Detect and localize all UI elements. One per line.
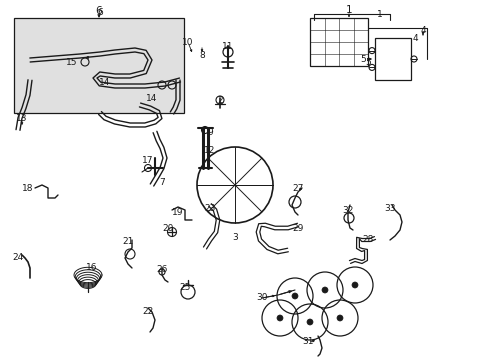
Text: 17: 17 [142, 156, 153, 165]
Text: 20: 20 [162, 224, 173, 233]
Circle shape [351, 282, 357, 288]
Text: 7: 7 [159, 177, 164, 186]
Bar [309, 18, 367, 66]
Circle shape [276, 315, 283, 321]
Bar [374, 38, 410, 80]
Text: 30: 30 [256, 293, 267, 302]
Text: 3: 3 [232, 234, 237, 243]
Text: 4: 4 [411, 33, 417, 42]
Text: 2: 2 [217, 95, 223, 104]
Text: 28: 28 [362, 235, 373, 244]
Text: 22: 22 [142, 307, 153, 316]
Text: 9: 9 [207, 127, 212, 136]
Bar [14, 18, 183, 113]
Circle shape [291, 293, 297, 299]
Circle shape [336, 315, 342, 321]
Circle shape [321, 287, 327, 293]
Text: 6: 6 [97, 8, 102, 17]
Text: 23: 23 [204, 203, 215, 212]
Text: 24: 24 [12, 253, 23, 262]
Text: 15: 15 [66, 58, 78, 67]
Text: 12: 12 [204, 145, 215, 154]
Text: 13: 13 [16, 113, 28, 122]
Text: 10: 10 [182, 37, 193, 46]
Text: 33: 33 [384, 203, 395, 212]
Text: 27: 27 [292, 184, 303, 193]
Text: 21: 21 [122, 238, 133, 247]
Text: 11: 11 [222, 41, 233, 50]
Text: 32: 32 [342, 206, 353, 215]
Text: 29: 29 [292, 224, 303, 233]
Text: 14: 14 [99, 77, 110, 86]
Text: 18: 18 [22, 184, 34, 193]
Text: 16: 16 [86, 264, 98, 273]
Text: 6: 6 [96, 6, 102, 16]
Text: 19: 19 [172, 207, 183, 216]
Text: 14: 14 [146, 94, 157, 103]
Text: 31: 31 [302, 338, 313, 346]
Text: 1: 1 [376, 9, 382, 18]
Text: 5: 5 [359, 54, 365, 63]
Text: 5: 5 [365, 58, 370, 67]
Text: 1: 1 [345, 5, 351, 15]
Circle shape [306, 319, 312, 325]
Text: 25: 25 [179, 284, 190, 292]
Text: 4: 4 [419, 26, 425, 35]
Text: 26: 26 [156, 266, 167, 275]
Text: 8: 8 [199, 50, 204, 59]
